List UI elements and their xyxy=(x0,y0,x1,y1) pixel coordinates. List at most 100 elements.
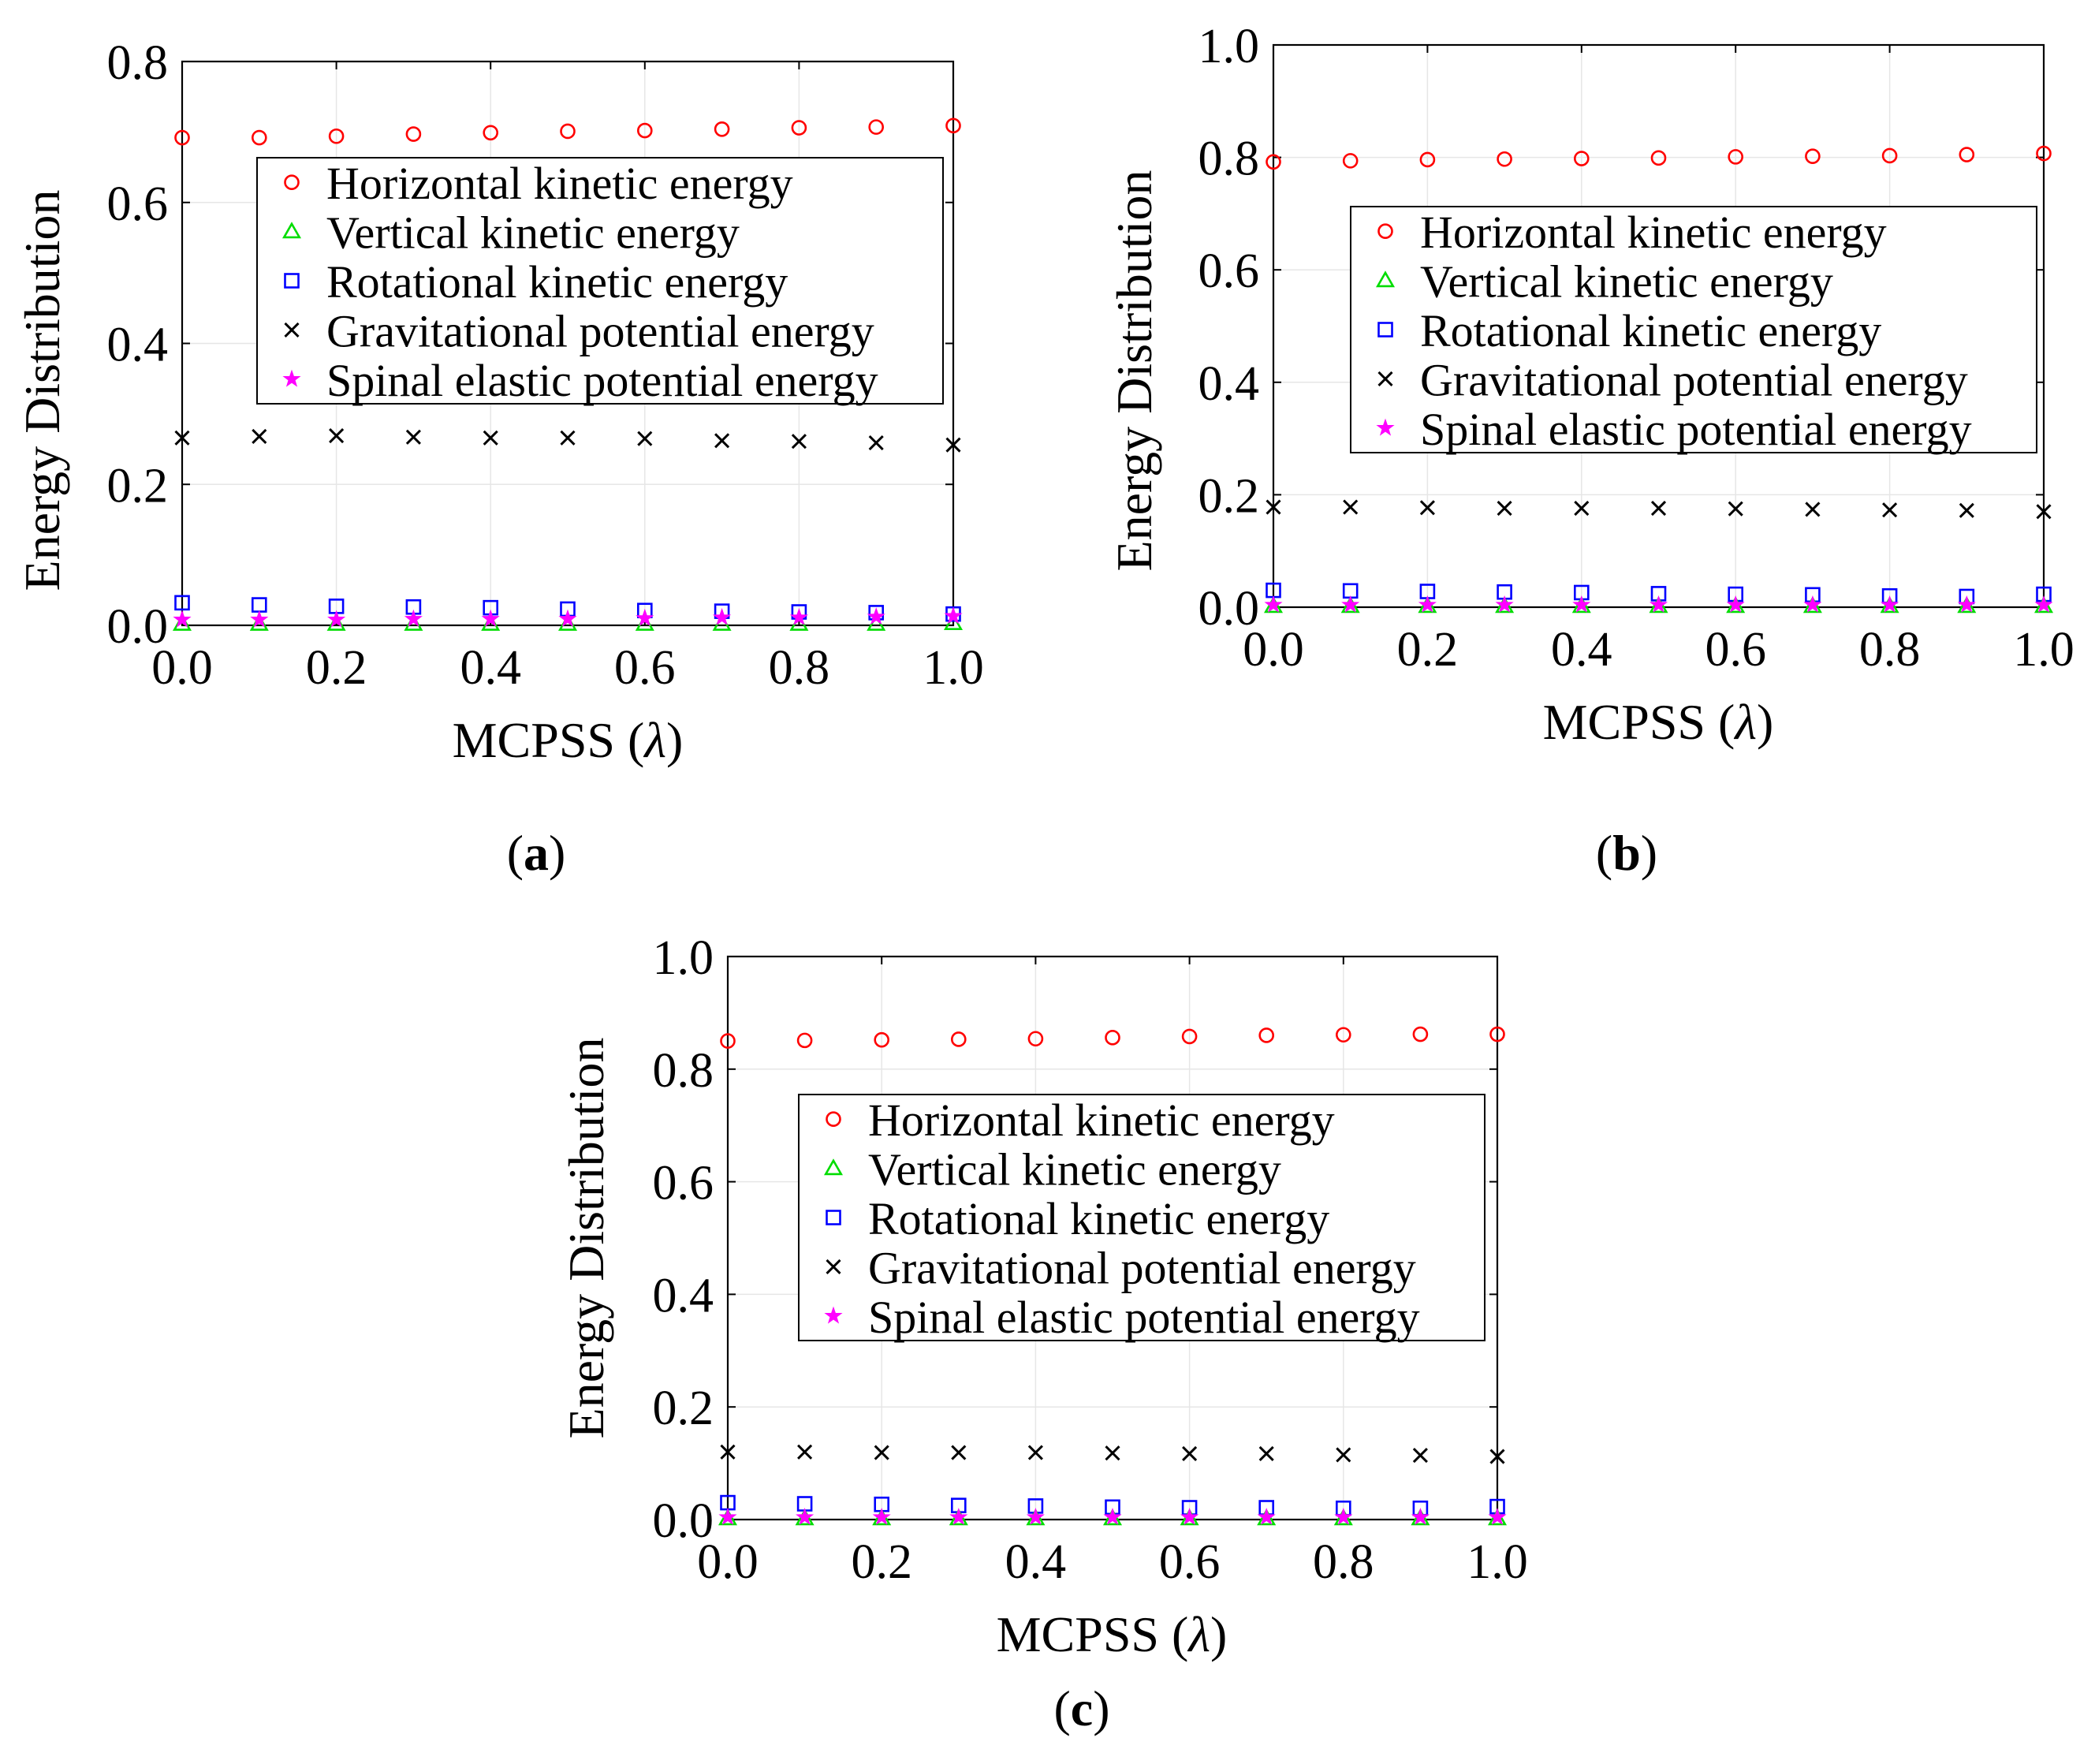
legend-label: Horizontal kinetic energy xyxy=(868,1095,1335,1146)
data-point-gravitational xyxy=(1105,1445,1120,1461)
x-tick-label: 0.2 xyxy=(306,641,367,695)
x-tick-label: 0.2 xyxy=(1397,623,1459,677)
data-point-horizontal xyxy=(636,122,653,139)
data-point-horizontal xyxy=(1105,1030,1120,1046)
data-point-spinal xyxy=(1334,1507,1353,1525)
data-point-gravitational xyxy=(1343,499,1359,515)
data-point-horizontal xyxy=(714,121,730,137)
y-tick-label: 0.2 xyxy=(1198,469,1260,523)
legend-label: Horizontal kinetic energy xyxy=(326,158,793,209)
data-point-spinal xyxy=(949,1507,968,1525)
data-point-horizontal xyxy=(1489,1026,1505,1042)
data-point-spinal xyxy=(1881,595,1899,613)
data-point-gravitational xyxy=(1574,500,1590,517)
legend-box xyxy=(256,157,944,405)
legend-marker-spinal xyxy=(282,369,301,387)
data-point-gravitational xyxy=(329,428,345,444)
data-point-spinal xyxy=(404,609,423,627)
data-point-horizontal xyxy=(1181,1028,1198,1045)
x-tick-label: 0.4 xyxy=(1005,1535,1067,1589)
data-point-horizontal xyxy=(483,125,499,141)
y-tick-label: 0.0 xyxy=(1198,582,1260,636)
data-point-gravitational xyxy=(637,431,653,446)
legend-label: Rotational kinetic energy xyxy=(1420,305,1881,356)
x-tick-label: 0.4 xyxy=(460,641,521,695)
data-point-gravitational xyxy=(1336,1447,1351,1463)
data-point-horizontal xyxy=(1419,151,1436,168)
y-tick-label: 0.2 xyxy=(653,1382,714,1435)
data-point-gravitational xyxy=(1497,500,1512,517)
y-tick-label: 0.8 xyxy=(653,1044,714,1098)
legend-label: Horizontal kinetic energy xyxy=(1420,207,1887,258)
data-point-horizontal xyxy=(1650,150,1667,166)
data-point-horizontal xyxy=(796,1032,813,1049)
x-tick-label: 0.0 xyxy=(151,641,213,695)
data-point-spinal xyxy=(1341,595,1360,613)
x-tick-label: 0.8 xyxy=(1859,623,1921,677)
y-tick-label: 0.6 xyxy=(1198,244,1260,298)
series-horizontal xyxy=(174,117,961,146)
data-point-gravitational xyxy=(1650,500,1667,517)
y-tick-label: 0.6 xyxy=(653,1157,714,1210)
data-point-horizontal xyxy=(1027,1031,1044,1047)
series-gravitational xyxy=(174,428,961,453)
legend-marker-vertical xyxy=(823,1158,844,1176)
data-point-spinal xyxy=(718,1507,737,1525)
legend-label: Rotational kinetic energy xyxy=(326,256,788,308)
data-point-spinal xyxy=(2034,595,2053,613)
data-point-horizontal xyxy=(1497,151,1512,167)
data-point-gravitational xyxy=(252,428,267,445)
legend-box xyxy=(798,1094,1486,1341)
caption-c: (c) xyxy=(1053,1680,1110,1736)
data-point-spinal xyxy=(1488,1507,1507,1525)
data-point-spinal xyxy=(1726,595,1745,613)
data-point-horizontal xyxy=(720,1033,736,1049)
data-point-spinal xyxy=(327,610,346,628)
data-point-gravitational xyxy=(868,434,884,451)
x-tick-label: 0.0 xyxy=(697,1535,759,1589)
data-point-horizontal xyxy=(874,1031,889,1048)
data-point-spinal xyxy=(1803,595,1822,613)
x-tick-label: 0.4 xyxy=(1551,623,1612,677)
data-point-spinal xyxy=(1418,595,1437,613)
data-point-horizontal xyxy=(1805,148,1821,164)
caption-b: (b) xyxy=(1595,825,1658,881)
data-point-gravitational xyxy=(1182,1445,1198,1462)
data-point-spinal xyxy=(796,1507,815,1525)
data-point-spinal xyxy=(558,609,577,627)
y-tick-label: 1.0 xyxy=(1198,20,1260,73)
chart-panel-b: 0.0 0.2 0.4 0.6 0.8 1.0 0.0 0.2 0.4 0.6 0.8 1.0 MCPS… xyxy=(1106,20,2074,750)
y-axis-label: Energy Distribution xyxy=(558,1038,614,1439)
caption-a: (a) xyxy=(506,825,566,881)
y-tick-label: 0.0 xyxy=(107,600,169,654)
legend-label: Rotational kinetic energy xyxy=(868,1193,1329,1244)
legend-label: Spinal elastic potential energy xyxy=(868,1292,1420,1343)
data-point-spinal xyxy=(1026,1507,1045,1525)
data-point-gravitational xyxy=(797,1444,813,1460)
data-point-gravitational xyxy=(1266,499,1281,515)
data-point-gravitational xyxy=(1489,1449,1505,1464)
legend-marker-spinal xyxy=(824,1306,843,1324)
data-point-spinal xyxy=(481,609,500,627)
y-tick-label: 1.0 xyxy=(653,931,714,985)
data-point-horizontal xyxy=(328,128,345,144)
data-point-spinal xyxy=(872,1507,891,1525)
data-point-horizontal xyxy=(1728,149,1743,165)
y-tick-label: 0.2 xyxy=(107,459,169,513)
legend-box xyxy=(1350,206,2037,453)
legend-label: Vertical kinetic energy xyxy=(1420,256,1833,308)
legend-label: Gravitational potential energy xyxy=(868,1242,1416,1293)
data-point-spinal xyxy=(713,607,732,626)
data-point-spinal xyxy=(1649,595,1668,613)
legend-marker-horizontal xyxy=(1377,223,1393,240)
x-tick-label: 1.0 xyxy=(923,641,984,695)
legend-marker-rotational xyxy=(284,273,300,289)
data-point-gravitational xyxy=(483,430,498,446)
data-point-spinal xyxy=(1103,1507,1122,1525)
legend-marker-gravitational xyxy=(826,1259,841,1274)
data-point-gravitational xyxy=(405,429,421,445)
data-point-horizontal xyxy=(1266,154,1281,170)
